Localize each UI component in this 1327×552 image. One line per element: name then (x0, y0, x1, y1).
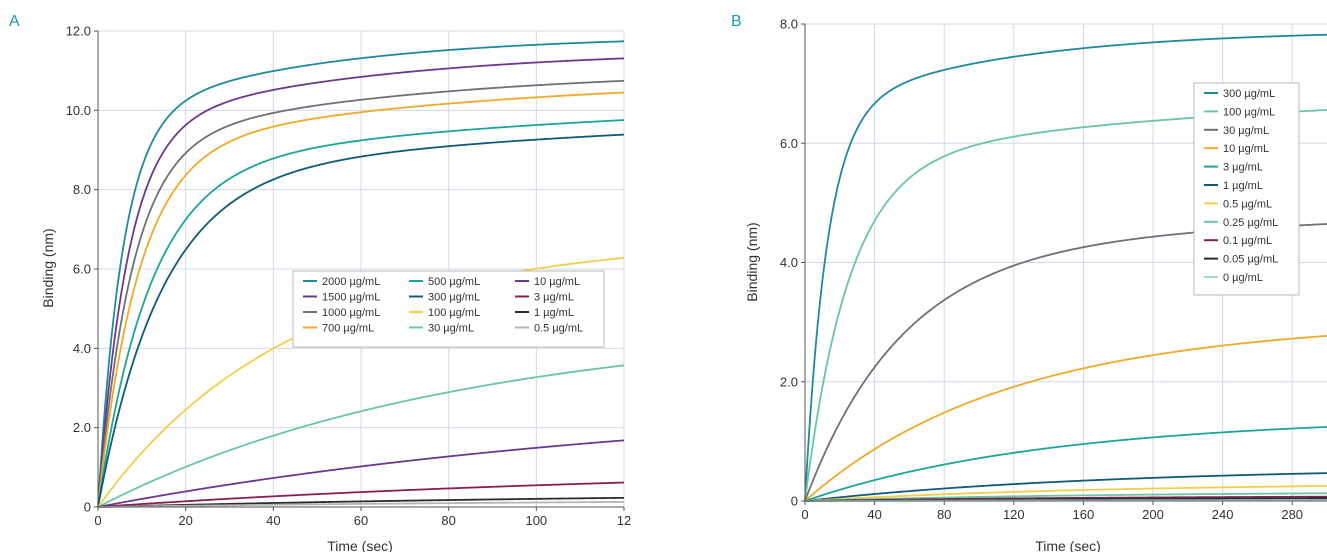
panel-b-legend-entry: 30 µg/mL (1223, 125, 1269, 137)
panel-b-y-tick-label: 2.0 (780, 374, 798, 389)
panel-b-legend-entry: 0.1 µg/mL (1223, 235, 1272, 247)
panel-a-legend-entry: 1000 µg/mL (322, 307, 380, 319)
panel-b-legend-entry: 10 µg/mL (1223, 143, 1269, 155)
panel-b-legend-entry: 0 µg/mL (1223, 272, 1263, 284)
panel-b-x-tick-label: 40 (867, 507, 881, 522)
panel-a-series-line (97, 481, 625, 508)
panel-a-x-tick-label: 40 (266, 513, 280, 528)
panel-a-y-axis-label: Binding (nm) (40, 228, 56, 307)
panel-a-y-tick-label: 8.0 (73, 182, 91, 197)
panel-a-x-axis-label: Time (sec) (327, 538, 393, 552)
panel-a-y-tick-label: 0 (84, 500, 91, 515)
panel-a-series-line (97, 91, 625, 508)
panel-a-legend-entry: 30 µg/mL (428, 323, 474, 335)
panel-b-x-tick-label: 120 (1003, 507, 1025, 522)
panel-b-x-tick-label: 200 (1142, 507, 1164, 522)
panel-a-chart: A 0 20 40 60 80 100 12 0 2.0 4.0 6.0 8.0 10.0 12.0 T… (9, 13, 631, 552)
panel-b-y-tick-label: 6.0 (780, 136, 798, 151)
panel-b-series-line (804, 492, 1327, 502)
panel-b-legend-entry: 0.05 µg/mL (1223, 254, 1278, 266)
panel-b-y-axis-label: Binding (nm) (744, 222, 760, 301)
panel-a-legend-entry: 700 µg/mL (322, 323, 374, 335)
panel-b-y-tick-label: 8.0 (780, 17, 798, 32)
panel-a-series-line (97, 501, 625, 508)
panel-b-x-tick-label: 160 (1073, 507, 1095, 522)
panel-b-x-axis-label: Time (sec) (1035, 538, 1101, 552)
panel-b-legend-box (1193, 82, 1300, 296)
panel-b-legend-entry: 300 µg/mL (1223, 88, 1275, 100)
panel-b-series-line (804, 472, 1327, 502)
panel-a-y-tick-label: 12.0 (66, 24, 91, 39)
panel-a-y-tick-label: 6.0 (73, 262, 91, 277)
panel-a-series-line (97, 133, 625, 508)
panel-b-x-tick-label: 240 (1212, 507, 1234, 522)
panel-b-y-tick-label: 4.0 (780, 255, 798, 270)
panel-a-legend-entry: 100 µg/mL (428, 307, 480, 319)
panel-b-series-line (804, 426, 1327, 502)
panel-a-legend-entry: 3 µg/mL (534, 292, 574, 304)
panel-a-series-line (97, 57, 625, 508)
panel-a-legend: 2000 µg/mL 1500 µg/mL 1000 µg/mL 700 µg/mL 5… (292, 270, 605, 348)
panel-b-legend-entry: 100 µg/mL (1223, 106, 1275, 118)
panel-a-y-tick-label: 10.0 (66, 103, 91, 118)
panel-b-legend-entry: 0.25 µg/mL (1223, 217, 1278, 229)
panel-a-legend-entry: 0.5 µg/mL (534, 323, 583, 335)
panel-a-x-ticks: 0 20 40 60 80 100 12 (94, 507, 631, 528)
panel-b-legend: 300 µg/mL 100 µg/mL 30 µg/mL 10 µg/mL 3 µg/m… (1193, 82, 1300, 296)
panel-a-legend-entry: 500 µg/mL (428, 276, 480, 288)
panel-b-chart: B 0 40 80 120 160 200 240 280 0 2.0 4.0 6.0 8.0 Tim… (731, 13, 1327, 552)
panel-a-legend-entry: 300 µg/mL (428, 292, 480, 304)
panel-a-x-tick-label: 20 (178, 513, 192, 528)
panel-a-y-tick-label: 2.0 (73, 420, 91, 435)
panel-a-legend-entry: 2000 µg/mL (322, 276, 380, 288)
panel-b-x-ticks: 0 40 80 120 160 200 240 280 (801, 501, 1303, 522)
panel-b-series-line (804, 33, 1327, 502)
panel-b-y-ticks: 0 2.0 4.0 6.0 8.0 (780, 17, 805, 509)
panel-b-letter: B (731, 13, 742, 30)
panel-a-legend-box (292, 270, 605, 348)
panel-b-legend-entry: 3 µg/mL (1223, 162, 1263, 174)
panel-a-letter: A (9, 13, 20, 30)
panel-b-series-line (804, 485, 1327, 502)
panel-a-y-ticks: 0 2.0 4.0 6.0 8.0 10.0 12.0 (66, 24, 98, 515)
panel-a-series-line (97, 40, 625, 508)
panel-b-x-tick-label: 280 (1281, 507, 1303, 522)
panel-b-legend-entry: 1 µg/mL (1223, 180, 1263, 192)
panel-b-y-tick-label: 0 (791, 494, 798, 509)
panel-b-legend-entry: 0.5 µg/mL (1223, 198, 1272, 210)
panel-a-series-lines (97, 40, 625, 508)
panel-a-series-line (97, 496, 625, 508)
panel-a-legend-entry: 1 µg/mL (534, 307, 574, 319)
panel-a-x-tick-label: 80 (441, 513, 455, 528)
panel-b-x-tick-label: 80 (937, 507, 951, 522)
panel-a-y-tick-label: 4.0 (73, 341, 91, 356)
panel-b-series-line (804, 334, 1327, 502)
panel-a-series-line (97, 119, 625, 508)
panel-a-series-line (97, 364, 625, 508)
panel-a-x-tick-label: 60 (354, 513, 368, 528)
panel-a-series-line (97, 439, 625, 508)
panel-a-x-tick-label: 100 (525, 513, 547, 528)
panel-a-legend-entry: 1500 µg/mL (322, 292, 380, 304)
panel-a-series-line (97, 79, 625, 508)
panel-b-x-tick-label: 0 (801, 507, 808, 522)
panel-a-x-tick-label: 12 (617, 513, 631, 528)
panel-a-x-tick-label: 0 (94, 513, 101, 528)
panel-a-grid (98, 30, 625, 507)
panel-a-legend-entry: 10 µg/mL (534, 276, 580, 288)
